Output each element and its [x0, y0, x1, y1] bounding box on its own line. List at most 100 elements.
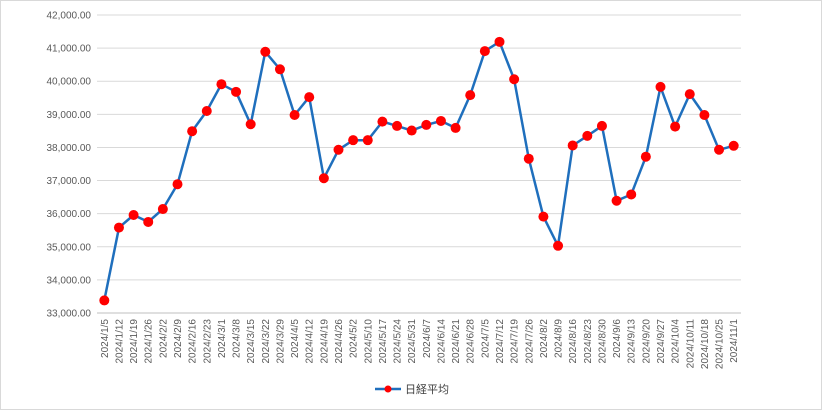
x-tick-label: 2024/4/5	[290, 319, 301, 358]
x-tick-label: 2024/2/9	[173, 319, 184, 358]
x-tick-label: 2024/6/28	[466, 319, 477, 364]
x-tick-label: 2024/9/20	[641, 319, 652, 364]
data-point	[406, 125, 417, 136]
x-tick-label: 2024/4/19	[319, 319, 330, 364]
x-tick-label: 2024/9/6	[612, 319, 623, 358]
data-point	[699, 109, 710, 120]
x-tick-label: 2024/8/30	[597, 319, 608, 364]
data-point	[684, 89, 695, 100]
x-tick-label: 2024/7/12	[495, 319, 506, 364]
x-tick-label: 2024/8/23	[583, 319, 594, 364]
x-tick-label: 2024/11/1	[729, 319, 740, 363]
data-point	[582, 130, 593, 141]
x-tick-label: 2024/10/18	[700, 319, 711, 369]
data-point	[157, 204, 168, 215]
data-point	[596, 120, 607, 131]
gridlines	[97, 14, 741, 281]
data-point	[304, 92, 315, 103]
x-tick-label: 2024/1/12	[114, 319, 125, 364]
x-tick-label: 2024/5/10	[363, 319, 374, 364]
data-point	[553, 240, 564, 251]
x-tick-label: 2024/3/22	[261, 319, 272, 364]
x-tick-label: 2024/2/2	[158, 319, 169, 358]
data-point	[318, 173, 329, 184]
y-axis-tick-labels: 33,000.00 34,000.00 35,000.00 36,000.00 37,0…	[47, 11, 92, 320]
data-point	[640, 151, 651, 162]
data-point	[113, 222, 124, 233]
x-tick-label: 2024/1/26	[144, 319, 155, 364]
data-point	[479, 46, 490, 57]
x-tick-label: 2024/10/4	[671, 319, 682, 364]
data-point	[714, 144, 725, 155]
y-tick-label: 34,000.00	[47, 275, 92, 286]
data-point	[509, 74, 520, 85]
x-tick-label: 2024/10/11	[685, 319, 696, 369]
data-point	[187, 126, 198, 137]
series-markers	[99, 36, 739, 306]
x-tick-label: 2024/1/19	[129, 319, 140, 364]
y-tick-label: 41,000.00	[47, 44, 92, 55]
data-point	[274, 64, 285, 75]
x-tick-label: 2024/3/8	[232, 319, 243, 358]
data-point	[260, 46, 271, 57]
x-tick-label: 2024/5/2	[349, 319, 360, 358]
y-tick-label: 35,000.00	[47, 242, 92, 253]
data-point	[611, 195, 622, 206]
data-point	[231, 86, 242, 97]
y-tick-label: 33,000.00	[47, 309, 92, 320]
data-point	[626, 189, 637, 200]
x-tick-label: 2024/9/27	[656, 319, 667, 364]
y-tick-label: 42,000.00	[47, 11, 92, 22]
x-tick-label: 2024/8/16	[568, 319, 579, 364]
x-tick-label: 2024/6/21	[451, 319, 462, 364]
data-point	[523, 153, 534, 164]
data-point	[494, 36, 505, 47]
x-tick-label: 2024/3/15	[246, 319, 257, 364]
data-point	[172, 179, 183, 190]
x-tick-label: 2024/5/31	[407, 319, 418, 364]
x-tick-label: 2024/2/16	[188, 319, 199, 364]
data-point	[143, 216, 154, 227]
x-tick-label: 2024/6/7	[422, 319, 433, 358]
data-point	[670, 121, 681, 132]
data-point	[421, 119, 432, 130]
x-tick-label: 2024/4/12	[305, 319, 316, 364]
y-tick-label: 37,000.00	[47, 176, 92, 187]
x-axis-tick-labels: 2024/1/5 2024/1/12 2024/1/19 2024/1/26 2024/…	[100, 319, 740, 369]
data-point	[728, 140, 739, 151]
legend-label: 日経平均	[405, 383, 449, 396]
y-tick-label: 36,000.00	[47, 209, 92, 220]
x-tick-label: 2024/1/5	[100, 319, 111, 358]
data-point	[289, 109, 300, 120]
data-point	[538, 211, 549, 222]
x-tick-label: 2024/10/25	[715, 319, 726, 369]
data-point	[655, 81, 666, 92]
data-point	[216, 79, 227, 90]
x-tick-label: 2024/9/13	[627, 319, 638, 364]
x-tick-label: 2024/3/1	[217, 319, 228, 358]
data-point	[435, 115, 446, 126]
x-tick-label: 2024/5/17	[378, 319, 389, 364]
data-point	[201, 106, 212, 117]
data-point	[450, 122, 461, 133]
legend-marker-swatch	[384, 385, 392, 393]
data-point	[465, 90, 476, 101]
data-point	[567, 140, 578, 151]
series-line-nikkei	[103, 40, 735, 301]
x-tick-label: 2024/8/2	[539, 319, 550, 358]
data-point	[333, 144, 344, 155]
data-point	[348, 135, 359, 146]
data-point	[362, 135, 373, 146]
data-point	[128, 209, 139, 220]
x-tick-label: 2024/5/24	[393, 319, 404, 364]
x-tick-label: 2024/8/9	[554, 319, 565, 358]
y-tick-label: 38,000.00	[47, 143, 92, 154]
data-point	[377, 116, 388, 127]
data-point	[245, 119, 256, 130]
data-point	[99, 295, 110, 306]
legend: 日経平均	[375, 383, 449, 396]
x-tick-label: 2024/7/19	[510, 319, 521, 364]
x-tick-label: 2024/6/14	[436, 319, 447, 364]
